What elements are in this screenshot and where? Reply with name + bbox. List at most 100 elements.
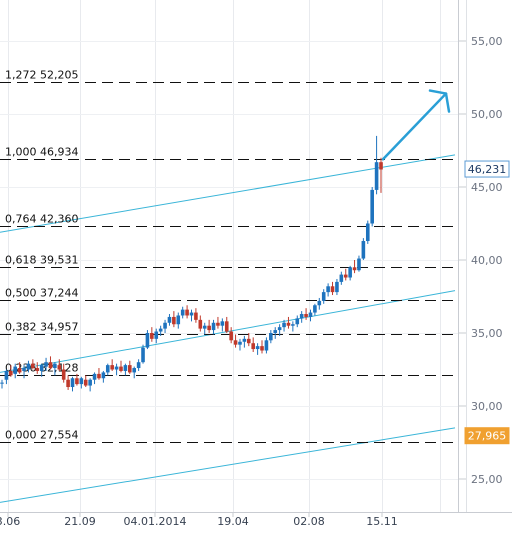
y-tick-label: 25,00 [471,473,503,486]
x-tick-label: 21.09 [64,515,96,528]
candle-body [304,314,308,317]
candle-body [70,378,75,388]
candle-body [75,378,79,385]
y-axis: 55,00 50,00 45,00 40,00 35,00 30,00 25,00 [458,35,503,486]
candle-body [295,318,300,325]
candle-body [189,312,194,316]
candle-body [44,362,48,367]
candle-body [211,322,216,331]
trend-line-upper [0,154,456,233]
price-tag [464,427,510,445]
candle-body [88,379,92,386]
candle-body [83,379,88,386]
candle-body [330,286,335,293]
candle-body [251,343,255,350]
candle-body [172,316,176,325]
projection-arrow [381,89,451,161]
candle-body [264,340,269,351]
candle-body [220,321,225,326]
candle-body [194,312,198,320]
candle-body [141,347,145,363]
x-axis: 3.06 21.09 04.01.2014 19.04 02.08 15.11 [0,512,398,528]
fib-level-label: 1,000 46,934 [5,146,78,159]
candle-body [66,379,70,388]
candle-body [352,267,357,271]
x-tick-label: 04.01.2014 [124,515,187,528]
candle-body [229,331,233,341]
candle-body [39,365,44,371]
candle-body [17,368,22,373]
candle-body [357,258,361,271]
candle-body [163,322,167,329]
candle-body [269,333,273,341]
candle-body [158,328,163,332]
candle-body [22,368,26,371]
candle-body [326,286,330,293]
candle-body [379,162,383,170]
candle-body [246,338,251,344]
candle-body [224,321,229,332]
candle-body [31,363,35,369]
candle-body [136,362,141,369]
x-tick-label: 19.04 [217,515,249,528]
candle-body [242,338,247,342]
candle-body [365,223,370,242]
candle-body [216,322,220,326]
candle-body [286,322,291,326]
candle-body [13,366,18,374]
x-tick-label: 15.11 [366,515,398,528]
candle-body [97,373,101,379]
candle-body [374,162,379,190]
candle-body [313,305,317,313]
candle-body [260,346,264,351]
candle-body [273,330,278,333]
candle-body [207,325,211,331]
candle-body [255,346,260,350]
x-tick-label: 02.08 [293,515,325,528]
candle-body [105,365,110,373]
candle-body [339,274,344,282]
candle-body [321,292,326,301]
candles [0,135,383,392]
candle-body [123,365,128,371]
candle-body [238,341,242,345]
x-tick-label: 3.06 [0,515,20,528]
fibonacci-levels: 1,272 52,205 1,000 46,934 0,764 42,360 0,61… [0,69,456,443]
candle-body [299,314,304,319]
price-tag-label: 27,965 [468,430,507,443]
candle-body [110,365,114,370]
candle-body [335,281,339,293]
fib-level-label: 0,382 34,957 [5,321,78,334]
candle-body [154,331,159,339]
candle-body [370,189,374,224]
candle-body [176,315,181,325]
grid [0,0,458,512]
candle-body [9,370,13,376]
candle-body [53,363,57,369]
candle-body [145,333,150,348]
candle-body [150,333,154,339]
arrow-shaft [381,92,448,161]
candle-body [198,319,203,329]
y-tick-label: 55,00 [471,35,503,48]
candle-body [119,366,123,371]
candle-body [282,322,286,328]
candle-body [361,241,366,259]
y-tick-label: 40,00 [471,254,503,267]
fib-level-label: 1,272 52,205 [5,69,78,82]
candle-body [202,325,207,329]
fib-level-label: 0,764 42,360 [5,213,78,226]
candle-body [57,365,62,370]
price-tag-label: 46,231 [468,163,507,176]
candle-body [308,312,313,317]
price-tag [464,160,510,178]
candle-body [180,309,185,316]
fib-level-label: 0,500 37,244 [5,287,78,300]
candle-body [185,309,189,316]
fib-level-label: 0,618 39,531 [5,254,78,267]
candle-body [167,316,172,323]
trend-line-lower [0,427,456,503]
candle-body [0,382,4,384]
